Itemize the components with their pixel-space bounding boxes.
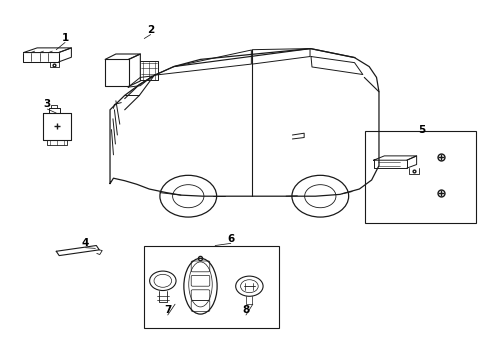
Text: 1: 1 [61,33,68,43]
Text: 5: 5 [417,125,424,135]
Text: 8: 8 [242,305,249,315]
Bar [144,246,278,328]
Text: 6: 6 [227,234,234,244]
Text: 2: 2 [147,25,154,35]
Text: 3: 3 [44,99,51,109]
Text: 7: 7 [163,305,171,315]
Text: 4: 4 [81,238,89,248]
Bar [364,131,475,223]
